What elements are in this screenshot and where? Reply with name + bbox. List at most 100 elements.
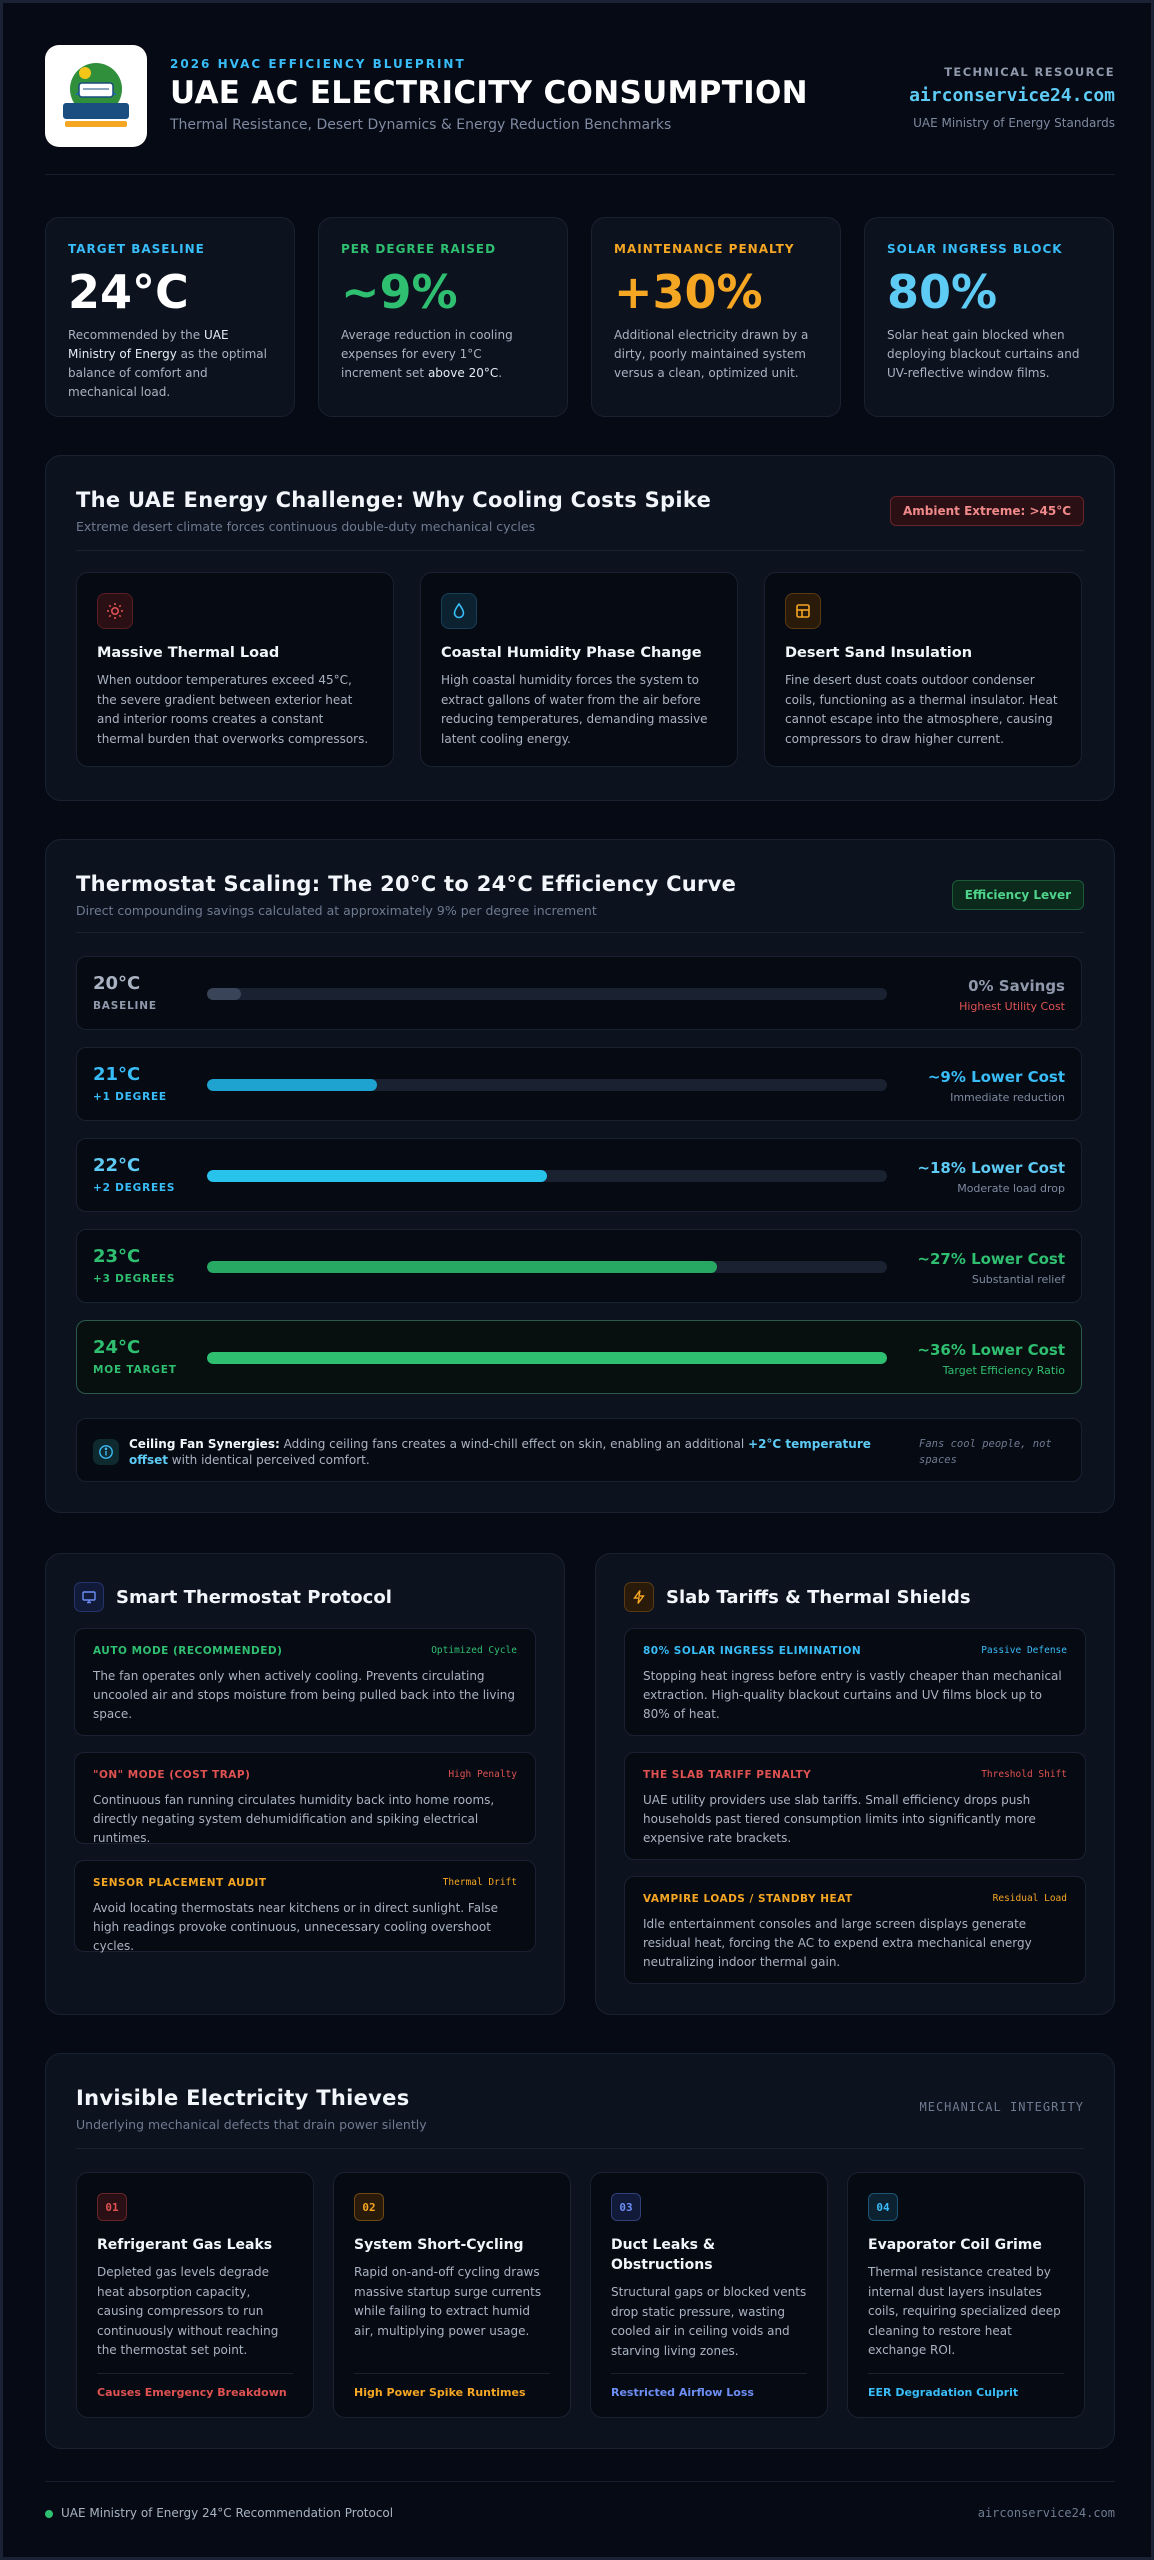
protocol-card: THE SLAB TARIFF PENALTY Threshold Shift UA…: [624, 1752, 1086, 1860]
savings-bar-fill: [207, 1261, 717, 1273]
page-subtitle: Thermal Resistance, Desert Dynamics & En…: [170, 117, 672, 133]
row-note: Immediate reduction: [950, 1091, 1065, 1104]
section-subtitle: Underlying mechanical defects that drain…: [76, 2117, 427, 2132]
status-dot: [45, 2510, 53, 2518]
ministry-label: UAE Ministry of Energy Standards: [913, 116, 1115, 130]
savings-bar-fill: [207, 1170, 547, 1182]
row-savings: 0% Savings: [968, 977, 1065, 995]
savings-bar-track: [207, 1079, 887, 1091]
card-description: Fine desert dust coats outdoor condenser…: [785, 673, 1058, 746]
ambient-extreme-badge: Ambient Extreme: >45°C: [890, 496, 1084, 526]
row-savings: ~36% Lower Cost: [917, 1341, 1065, 1359]
challenge-card-humidity: Coastal Humidity Phase Change High coast…: [420, 572, 738, 767]
row-temperature: 20°C: [93, 973, 141, 994]
savings-bar-fill: [207, 988, 241, 1000]
stat-card-maintenance-penalty: MAINTENANCE PENALTY +30% Additional elec…: [591, 217, 841, 417]
fan-note-aside: Fans cool people, not spaces: [919, 1438, 1052, 1466]
card-label: "ON" MODE (COST TRAP): [93, 1769, 251, 1781]
section-title: Thermostat Scaling: The 20°C to 24°C Eff…: [76, 872, 737, 896]
thief-number-badge: 03: [611, 2193, 641, 2221]
site-link[interactable]: airconservice24.com: [909, 85, 1115, 106]
thief-card: 01 Refrigerant Gas Leaks Depleted gas leve…: [76, 2172, 314, 2418]
thief-number-badge: 01: [97, 2193, 127, 2221]
savings-bar-track: [207, 1352, 887, 1364]
stat-value: 24°C: [68, 265, 189, 319]
card-description: High coastal humidity forces the system …: [441, 673, 708, 746]
section-subtitle: Direct compounding savings calculated at…: [76, 903, 597, 918]
stat-description: Additional electricity drawn by a dirty,…: [614, 328, 809, 380]
sun-icon: [97, 593, 133, 629]
row-note: Target Efficiency Ratio: [942, 1364, 1065, 1377]
row-tag: +3 DEGREES: [93, 1273, 176, 1285]
divider: [76, 2148, 1084, 2149]
fan-note-text: Ceiling Fan Synergies: Adding ceiling fa…: [129, 1437, 871, 1467]
panel-header: Smart Thermostat Protocol: [74, 1582, 392, 1612]
thief-title: Refrigerant Gas Leaks: [97, 2237, 273, 2253]
energy-challenge-panel: The UAE Energy Challenge: Why Cooling Co…: [45, 455, 1115, 801]
card-description: Continuous fan running circulates humidi…: [93, 1793, 495, 1845]
efficiency-lever-badge: Efficiency Lever: [951, 880, 1084, 910]
protocol-card: VAMPIRE LOADS / STANDBY HEAT Residual Loa…: [624, 1876, 1086, 1984]
thief-card: 03 Duct Leaks & Obstructions Structural ga…: [590, 2172, 828, 2418]
card-tag: Optimized Cycle: [431, 1645, 517, 1656]
row-temperature: 22°C: [93, 1155, 141, 1176]
panel-title: Slab Tariffs & Thermal Shields: [666, 1586, 971, 1608]
card-tag: Passive Defense: [981, 1645, 1067, 1656]
stat-card-target-baseline: TARGET BASELINE 24°C Recommended by the …: [45, 217, 295, 417]
section-title: The UAE Energy Challenge: Why Cooling Co…: [76, 488, 712, 512]
savings-bar-track: [207, 988, 887, 1000]
thief-description: Thermal resistance created by internal d…: [868, 2265, 1061, 2357]
card-tag: Residual Load: [992, 1893, 1067, 1904]
droplet-icon: [441, 593, 477, 629]
row-savings: ~9% Lower Cost: [927, 1068, 1065, 1086]
card-label: THE SLAB TARIFF PENALTY: [643, 1769, 812, 1781]
monitor-icon: [74, 1582, 104, 1612]
card-label: SENSOR PLACEMENT AUDIT: [93, 1877, 267, 1889]
stat-value: +30%: [614, 265, 763, 319]
stat-description: Solar heat gain blocked when deploying b…: [887, 328, 1080, 380]
thief-number-badge: 04: [868, 2193, 898, 2221]
row-savings: ~18% Lower Cost: [917, 1159, 1065, 1177]
protocol-card: SENSOR PLACEMENT AUDIT Thermal Drift Avoid…: [74, 1860, 536, 1953]
page-footer: UAE Ministry of Energy 24°C Recommendati…: [45, 2481, 1115, 2541]
row-temperature: 21°C: [93, 1064, 141, 1085]
panel-header: Slab Tariffs & Thermal Shields: [624, 1582, 971, 1612]
smart-thermostat-panel: Smart Thermostat Protocol AUTO MODE (REC…: [45, 1553, 565, 2015]
thief-title: Evaporator Coil Grime: [868, 2237, 1042, 2253]
card-label: VAMPIRE LOADS / STANDBY HEAT: [643, 1893, 853, 1905]
stat-label: MAINTENANCE PENALTY: [614, 242, 795, 256]
thermostat-row: 23°C +3 DEGREES ~27% Lower Cost Substantial…: [76, 1229, 1082, 1303]
thermostat-row: 22°C +2 DEGREES ~18% Lower Cost Moderate lo…: [76, 1138, 1082, 1212]
stat-label: SOLAR INGRESS BLOCK: [887, 242, 1063, 256]
header-resource: TECHNICAL RESOURCE airconservice24.com U…: [909, 65, 1115, 130]
row-note: Moderate load drop: [957, 1182, 1065, 1195]
card-tag: High Penalty: [448, 1769, 517, 1780]
electricity-thieves-panel: Invisible Electricity Thieves Underlying…: [45, 2053, 1115, 2449]
challenge-card-sand-insulation: Desert Sand Insulation Fine desert dust …: [764, 572, 1082, 767]
row-savings: ~27% Lower Cost: [917, 1250, 1065, 1268]
savings-bar-fill: [207, 1079, 377, 1091]
footer-protocol-text: UAE Ministry of Energy 24°C Recommendati…: [61, 2506, 394, 2520]
thief-card: 04 Evaporator Coil Grime Thermal resistanc…: [847, 2172, 1085, 2418]
stat-description: Recommended by the UAE Ministry of Energ…: [68, 328, 267, 399]
thermostat-row: 24°C MOE TARGET ~36% Lower Cost Target Effi…: [76, 1320, 1082, 1394]
thief-consequence: Causes Emergency Breakdown: [97, 2373, 293, 2399]
stat-value: ~9%: [341, 265, 458, 319]
row-tag: +1 DEGREE: [93, 1091, 167, 1103]
thief-consequence: Restricted Airflow Loss: [611, 2373, 807, 2399]
stat-card-solar-ingress: SOLAR INGRESS BLOCK 80% Solar heat gain …: [864, 217, 1114, 417]
footer-site-link[interactable]: airconservice24.com: [977, 2506, 1115, 2520]
divider: [76, 550, 1084, 551]
protocol-card: "ON" MODE (COST TRAP) High Penalty Continu…: [74, 1752, 536, 1845]
section-title: Invisible Electricity Thieves: [76, 2086, 410, 2110]
row-tag: BASELINE: [93, 1000, 157, 1012]
card-tag: Threshold Shift: [981, 1769, 1067, 1780]
thermostat-row: 21°C +1 DEGREE ~9% Lower Cost Immediate red…: [76, 1047, 1082, 1121]
header-kicker: 2026 HVAC EFFICIENCY BLUEPRINT: [170, 57, 466, 71]
page-header: 2026 HVAC EFFICIENCY BLUEPRINT UAE AC EL…: [45, 45, 1115, 175]
card-description: UAE utility providers use slab tariffs. …: [643, 1793, 1036, 1845]
thief-consequence: EER Degradation Culprit: [868, 2373, 1064, 2399]
card-tag: Thermal Drift: [442, 1877, 517, 1888]
thief-description: Structural gaps or blocked vents drop st…: [611, 2285, 807, 2358]
